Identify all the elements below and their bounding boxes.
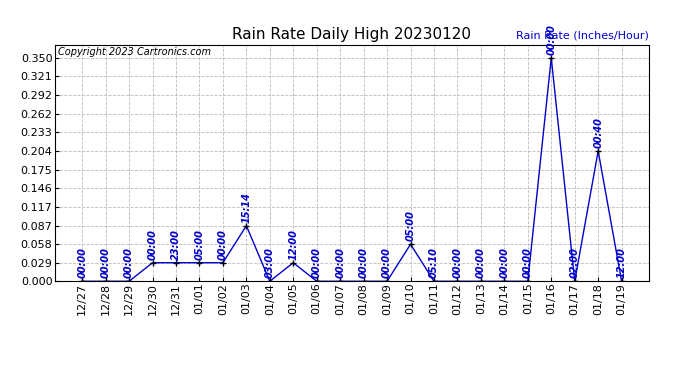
Text: 00:00: 00:00 xyxy=(148,229,157,260)
Text: 15:14: 15:14 xyxy=(241,192,251,223)
Text: 12:00: 12:00 xyxy=(288,229,298,260)
Text: 00:00: 00:00 xyxy=(359,248,368,279)
Text: 00:00: 00:00 xyxy=(476,248,486,279)
Text: 12:00: 12:00 xyxy=(617,248,627,279)
Text: 00:00: 00:00 xyxy=(124,248,134,279)
Text: 05:10: 05:10 xyxy=(429,248,439,279)
Text: 05:00: 05:00 xyxy=(195,229,204,260)
Text: 03:00: 03:00 xyxy=(265,248,275,279)
Text: 00:00: 00:00 xyxy=(523,248,533,279)
Text: 00:00: 00:00 xyxy=(335,248,345,279)
Text: 00:00: 00:00 xyxy=(312,248,322,279)
Text: Rain Rate (Inches/Hour): Rain Rate (Inches/Hour) xyxy=(515,30,649,40)
Text: 00:40: 00:40 xyxy=(593,117,603,148)
Text: 23:00: 23:00 xyxy=(171,229,181,260)
Text: 00:00: 00:00 xyxy=(218,229,228,260)
Text: 05:00: 05:00 xyxy=(406,211,415,242)
Text: 00:00: 00:00 xyxy=(382,248,392,279)
Title: Rain Rate Daily High 20230120: Rain Rate Daily High 20230120 xyxy=(233,27,471,42)
Text: 00:00: 00:00 xyxy=(101,248,110,279)
Text: 00:00: 00:00 xyxy=(453,248,462,279)
Text: Copyright 2023 Cartronics.com: Copyright 2023 Cartronics.com xyxy=(58,47,211,57)
Text: 00:00: 00:00 xyxy=(546,24,556,55)
Text: 00:00: 00:00 xyxy=(77,248,87,279)
Text: 00:00: 00:00 xyxy=(500,248,509,279)
Text: 02:00: 02:00 xyxy=(570,248,580,279)
